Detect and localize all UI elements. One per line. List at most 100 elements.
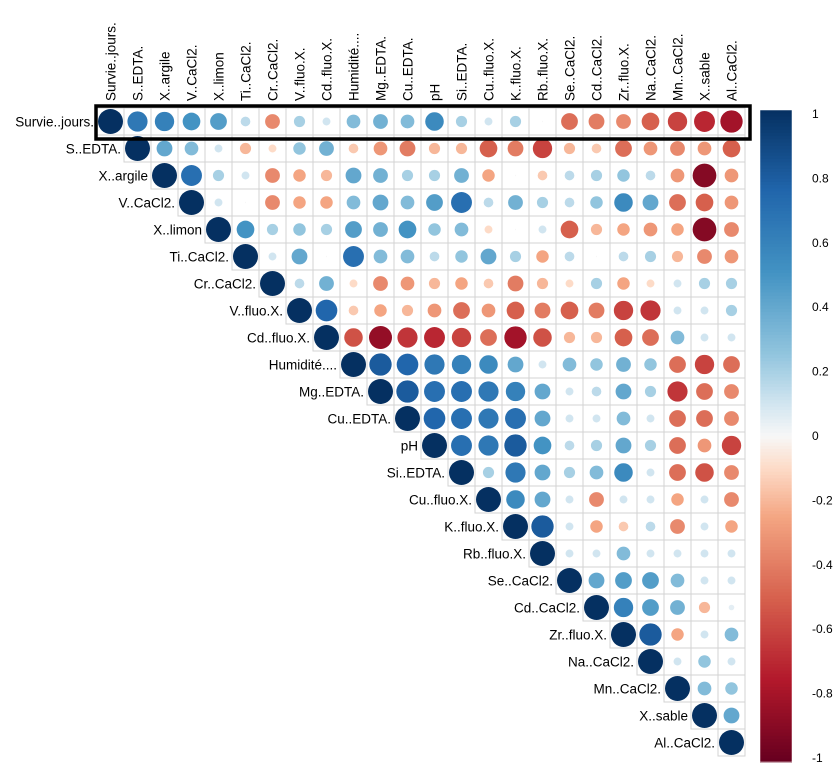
correlation-point xyxy=(614,193,633,212)
correlation-point xyxy=(428,277,441,290)
correlation-point xyxy=(422,433,447,458)
colorbar-segment xyxy=(760,745,792,750)
correlation-point xyxy=(400,249,415,264)
correlation-point xyxy=(265,195,280,210)
colorbar-segment xyxy=(760,758,792,763)
colorbar-segment xyxy=(760,207,792,212)
colorbar-segment xyxy=(760,439,792,444)
correlation-point xyxy=(644,358,657,371)
colorbar-segment xyxy=(760,507,792,512)
correlation-point xyxy=(646,414,655,423)
correlation-point xyxy=(669,464,686,481)
correlation-point xyxy=(560,301,579,320)
correlation-point xyxy=(590,331,603,344)
colorbar-segment xyxy=(760,618,792,623)
colorbar-segment xyxy=(760,504,792,509)
colorbar-segment xyxy=(760,338,792,343)
correlation-point xyxy=(210,113,227,130)
correlation-point xyxy=(640,300,661,321)
colorbar-segment xyxy=(760,116,792,121)
colorbar-segment xyxy=(760,735,792,740)
column-label: Si..EDTA. xyxy=(455,43,470,101)
colorbar-segment xyxy=(760,266,792,271)
correlation-point xyxy=(727,657,736,666)
correlation-point xyxy=(484,117,493,126)
colorbar-segment xyxy=(760,422,792,427)
colorbar-segment xyxy=(760,530,792,535)
colorbar-segment xyxy=(760,621,792,626)
colorbar-segment xyxy=(760,347,792,352)
colorbar-segment xyxy=(760,361,792,365)
colorbar-segment xyxy=(760,634,792,639)
colorbar-segment xyxy=(760,302,792,307)
correlation-point xyxy=(454,168,469,183)
colorbar-segment xyxy=(760,566,792,571)
colorbar-segment xyxy=(760,370,792,375)
correlation-point xyxy=(479,355,498,374)
colorbar-segment xyxy=(760,367,792,372)
colorbar-segment xyxy=(760,344,792,349)
correlation-point xyxy=(534,491,551,508)
column-label: Rb..fluo.X. xyxy=(536,38,551,101)
correlation-point xyxy=(399,140,416,157)
colorbar-segment xyxy=(760,175,792,180)
correlation-point xyxy=(642,194,659,211)
correlation-point xyxy=(154,111,175,132)
colorbar-segment xyxy=(760,703,792,708)
colorbar-segment xyxy=(760,354,792,359)
colorbar-segment xyxy=(760,224,792,228)
correlation-point xyxy=(156,140,173,157)
row-label: Se..CaCl2. xyxy=(488,574,553,589)
colorbar-segment xyxy=(760,126,792,131)
correlation-point xyxy=(725,520,738,533)
colorbar-segment xyxy=(760,110,792,114)
correlation-point xyxy=(639,623,662,646)
correlation-point xyxy=(667,111,688,132)
colorbar-segment xyxy=(760,184,792,189)
correlation-point xyxy=(727,576,736,585)
correlation-point xyxy=(595,255,598,258)
colorbar-segment xyxy=(760,494,792,499)
colorbar-segment xyxy=(760,201,792,206)
correlation-point xyxy=(480,329,497,346)
correlation-point xyxy=(616,411,631,426)
correlation-point xyxy=(536,196,549,209)
correlation-point xyxy=(293,169,306,182)
colorbar-segment xyxy=(760,608,792,613)
correlation-point xyxy=(724,222,739,237)
correlation-point xyxy=(293,196,306,209)
colorbar-segment xyxy=(760,462,792,466)
colorbar-segment xyxy=(760,409,792,414)
colorbar-tick-label: 0.6 xyxy=(812,236,829,250)
colorbar-segment xyxy=(760,198,792,202)
colorbar-segment xyxy=(760,638,792,642)
colorbar-segment xyxy=(760,540,792,545)
correlation-point xyxy=(694,111,715,132)
colorbar-segment xyxy=(760,132,792,137)
correlation-point xyxy=(373,168,388,183)
correlation-point xyxy=(617,169,630,182)
correlation-point xyxy=(424,381,445,402)
correlation-point xyxy=(565,549,574,558)
colorbar-segment xyxy=(760,227,792,232)
correlation-point xyxy=(613,597,634,618)
correlation-point xyxy=(724,465,739,480)
correlation-point xyxy=(451,381,472,402)
correlation-point xyxy=(503,514,528,539)
correlation-point xyxy=(233,244,258,269)
correlation-point xyxy=(509,115,522,128)
correlation-point xyxy=(618,251,629,262)
highlight-box xyxy=(94,104,752,141)
colorbar-segment xyxy=(760,188,792,193)
correlation-point xyxy=(320,196,333,209)
row-label: Na..CaCl2. xyxy=(568,655,634,670)
colorbar-segment xyxy=(760,657,792,662)
colorbar-segment xyxy=(760,155,792,160)
correlation-point xyxy=(346,195,361,210)
correlation-point xyxy=(673,279,682,288)
colorbar-segment xyxy=(760,315,792,320)
correlation-point xyxy=(692,163,717,188)
colorbar-segment xyxy=(760,589,792,594)
correlation-point xyxy=(214,144,223,153)
colorbar-segment xyxy=(760,533,792,538)
